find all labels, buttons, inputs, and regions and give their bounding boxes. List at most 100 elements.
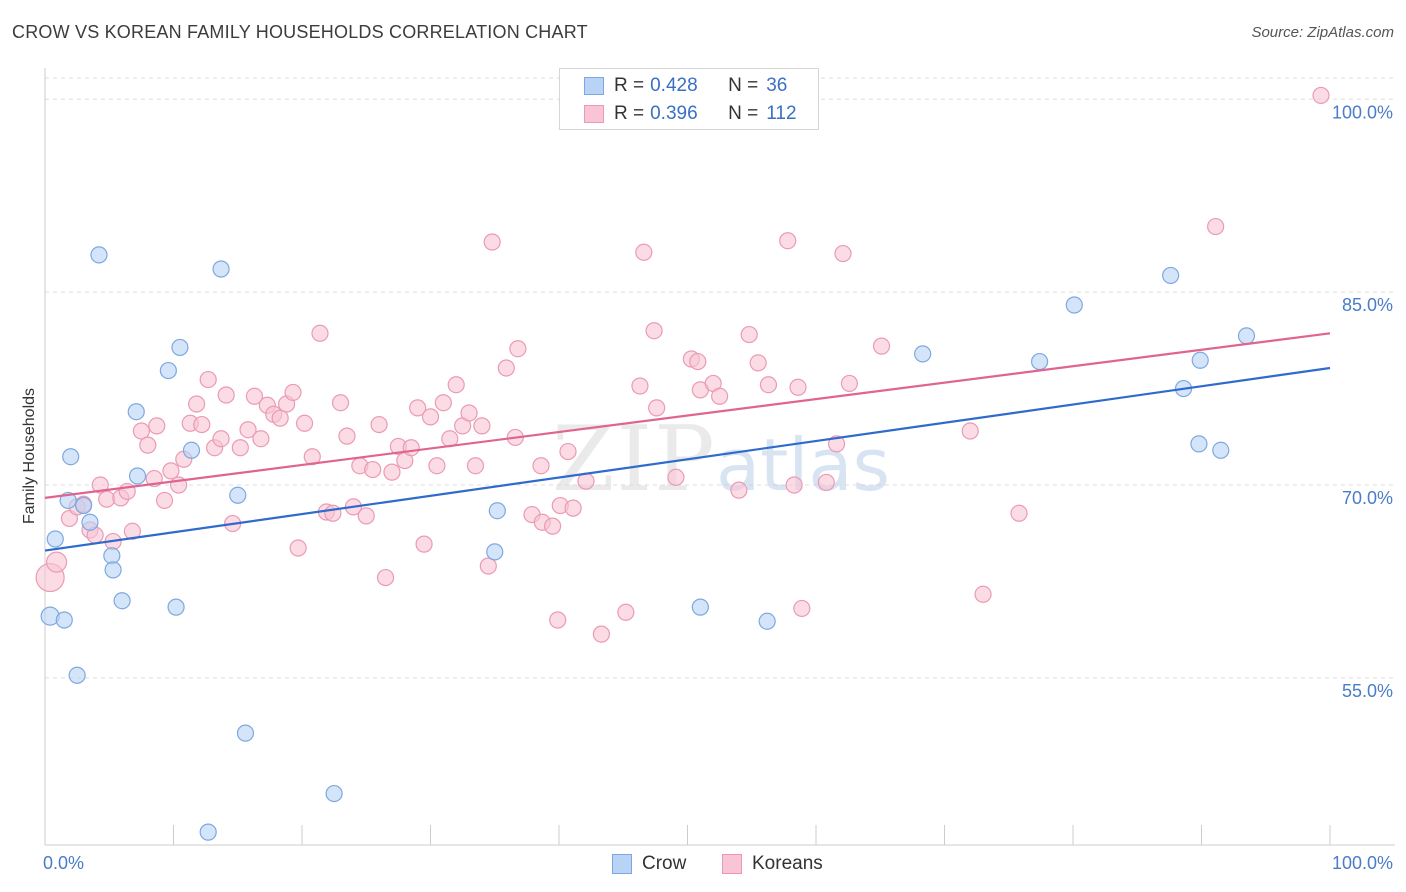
- crow-point-13: [167, 598, 185, 616]
- y-tick-label-1: 70.0%: [1342, 488, 1393, 508]
- koreans-point-99: [789, 378, 807, 396]
- bottom-crow-swatch: [612, 854, 632, 874]
- crow-point-26: [758, 612, 776, 630]
- koreans-point-17: [155, 491, 174, 510]
- koreans-point-82: [617, 603, 635, 621]
- crow-point-7: [103, 547, 121, 565]
- koreans-point-81: [592, 625, 611, 643]
- crow-n-value: 36: [766, 75, 788, 96]
- koreans-point-86: [648, 399, 666, 417]
- koreans-swatch: [584, 105, 604, 123]
- koreans-point-16: [148, 417, 166, 435]
- crow-point-16: [212, 260, 230, 278]
- koreans-point-89: [689, 352, 707, 371]
- crow-points: [40, 246, 1256, 841]
- koreans-r-label: R =: [614, 103, 645, 124]
- tick-labels: 55.0% 70.0% 85.0% 100.0% 0.0% 100.0%: [43, 102, 1393, 873]
- crow-point-22: [46, 530, 64, 548]
- y-tick-label-3: 100.0%: [1332, 102, 1393, 122]
- crow-point-2: [62, 448, 80, 466]
- bottom-legend-crow: Crow: [612, 851, 686, 877]
- koreans-point-38: [289, 539, 307, 557]
- koreans-point-51: [376, 568, 395, 587]
- koreans-point-65: [466, 457, 485, 475]
- koreans-point-71: [509, 340, 527, 358]
- koreans-point-57: [415, 535, 433, 553]
- crow-point-14: [171, 338, 189, 357]
- crow-r-label: R =: [614, 75, 645, 96]
- koreans-point-39: [295, 414, 314, 432]
- koreans-point-52: [383, 463, 401, 481]
- koreans-point-59: [428, 457, 446, 475]
- koreans-point-45: [338, 427, 356, 445]
- koreans-point-104: [840, 374, 859, 393]
- koreans-point-78: [559, 442, 577, 461]
- koreans-point-43: [324, 504, 342, 522]
- koreans-point-96: [759, 376, 778, 394]
- koreans-point-73: [532, 457, 550, 475]
- crow-point-1: [55, 611, 73, 629]
- crow-point-25: [691, 598, 709, 616]
- koreans-point-35: [271, 409, 289, 427]
- crow-point-35: [1212, 441, 1230, 459]
- koreans-point-75: [543, 517, 562, 535]
- koreans-point-22: [188, 395, 206, 413]
- koreans-point-29: [231, 439, 249, 457]
- axes: [44, 68, 1395, 846]
- crow-point-32: [1162, 266, 1180, 285]
- koreans-point-68: [483, 233, 501, 251]
- crow-point-27: [914, 345, 932, 363]
- koreans-point-101: [817, 473, 835, 492]
- koreans-r-value: 0.396: [650, 103, 698, 124]
- bottom-crow-label: Crow: [642, 853, 687, 874]
- koreans-point-24: [199, 370, 217, 389]
- koreans-point-60: [434, 394, 452, 412]
- koreans-point-105: [872, 337, 891, 355]
- koreans-point-66: [473, 417, 491, 435]
- koreans-point-32: [252, 430, 270, 448]
- crow-point-18: [236, 724, 255, 742]
- koreans-point-18: [162, 462, 180, 480]
- koreans-point-37: [284, 383, 302, 402]
- bottom-legend-koreans: Koreans: [722, 851, 823, 877]
- koreans-point-30: [239, 421, 257, 439]
- y-tick-label-2: 85.0%: [1342, 295, 1393, 315]
- crow-point-10: [127, 403, 145, 421]
- gridlines: [45, 77, 1395, 679]
- koreans-point-49: [364, 460, 382, 479]
- legend-row-koreans: R = 0.396 N = 112: [584, 101, 797, 127]
- koreans-point-108: [1010, 504, 1028, 522]
- crow-swatch: [584, 77, 604, 95]
- legend-row-crow: R = 0.428 N = 36: [584, 73, 787, 99]
- koreans-point-94: [740, 325, 758, 344]
- koreans-point-84: [635, 243, 653, 261]
- koreans-point-8: [98, 490, 116, 508]
- crow-point-15: [182, 441, 201, 459]
- crow-point-21: [199, 823, 217, 841]
- koreans-point-64: [460, 404, 478, 422]
- watermark: ZIP atlas: [552, 407, 890, 512]
- crow-point-9: [113, 592, 131, 610]
- x-tick-label-1: 100.0%: [1332, 853, 1393, 873]
- trendlines: [44, 332, 1331, 552]
- koreans-point-93: [730, 481, 748, 499]
- koreans-point-7: [91, 476, 109, 494]
- chart-title: CROW VS KOREAN FAMILY HOUSEHOLDS CORRELA…: [12, 22, 588, 42]
- crow-point-6: [90, 246, 108, 264]
- crow-point-20: [68, 666, 86, 684]
- crow-point-23: [486, 543, 504, 561]
- koreans-point-14: [139, 436, 157, 454]
- y-tick-label-0: 55.0%: [1342, 681, 1393, 701]
- stats-legend: R = 0.428 N = 36 R = 0.396 N = 112: [559, 68, 819, 130]
- koreans-point-98: [785, 476, 803, 494]
- koreans-point-67: [479, 557, 497, 575]
- koreans-point-27: [217, 386, 235, 404]
- crow-point-29: [1065, 296, 1083, 314]
- crow-point-17: [229, 486, 247, 504]
- koreans-point-110: [1312, 86, 1330, 105]
- koreans-point-76: [549, 611, 567, 629]
- koreans-point-31: [245, 387, 264, 405]
- crow-point-19: [325, 784, 343, 803]
- crow-point-28: [1030, 352, 1049, 371]
